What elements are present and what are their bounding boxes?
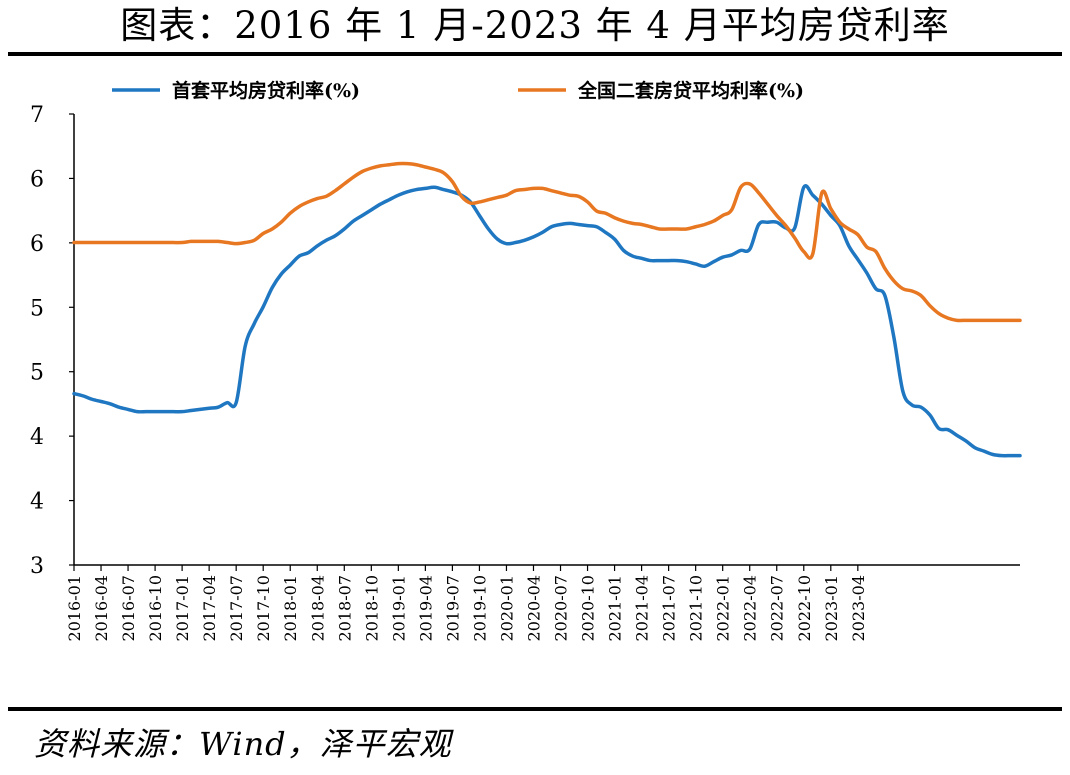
y-tick-label: 4 <box>30 425 44 450</box>
x-tick-label: 2021-07 <box>660 575 679 641</box>
x-tick-label: 2018-07 <box>335 575 354 641</box>
y-tick-label: 3 <box>30 554 44 579</box>
x-tick-label: 2018-01 <box>281 575 300 641</box>
title-divider <box>8 52 1062 56</box>
y-tick-label: 7 <box>30 103 44 128</box>
plot-area <box>72 161 1022 458</box>
y-tick-label: 4 <box>30 490 44 515</box>
x-tick-label: 2020-10 <box>579 575 598 641</box>
y-tick-label: 5 <box>30 361 44 386</box>
x-tick-label: 2017-10 <box>254 575 273 641</box>
x-tick-label: 2017-01 <box>173 575 192 641</box>
x-tick-label: 2016-07 <box>119 575 138 641</box>
x-tick-label: 2020-07 <box>552 575 571 641</box>
y-tick-label: 6 <box>30 232 44 257</box>
page-title: 图表：2016 年 1 月-2023 年 4 月平均房贷利率 <box>120 4 950 47</box>
x-tick-label: 2022-07 <box>768 575 787 641</box>
x-tick-label: 2022-01 <box>714 575 733 641</box>
source-note: 资料来源：Wind，泽平宏观 <box>34 725 452 763</box>
chart-axes: 3 4 4 5 5 6 6 7 2016-01 2016-04 2016-07 2016-10 2017… <box>30 103 1020 641</box>
chart-legend: 首套平均房贷利率(%) 全国二套房贷平均利率(%) <box>112 79 804 102</box>
x-tick-label: 2016-01 <box>65 575 84 641</box>
line-chart: 首套平均房贷利率(%) 全国二套房贷平均利率(%) 3 4 4 5 5 6 6 7 2016-0… <box>30 79 1022 641</box>
x-tick-label: 2016-04 <box>92 575 111 641</box>
x-tick-label: 2023-01 <box>822 575 841 641</box>
x-tick-label: 2017-04 <box>200 575 219 641</box>
x-tick-label: 2023-04 <box>849 575 868 641</box>
x-tick-label: 2019-10 <box>470 575 489 641</box>
x-tick-label: 2020-04 <box>524 575 543 641</box>
x-tick-label: 2019-07 <box>443 575 462 641</box>
x-tick-label: 2019-01 <box>389 575 408 641</box>
x-tick-label: 2021-10 <box>687 575 706 641</box>
x-tick-label: 2020-01 <box>497 575 516 641</box>
legend-label-second-home: 全国二套房贷平均利率(%) <box>577 79 804 102</box>
series-line-first-home <box>72 184 1022 458</box>
x-tick-label: 2021-01 <box>606 575 625 641</box>
x-tick-label: 2019-04 <box>416 575 435 641</box>
x-tick-label: 2016-10 <box>146 575 165 641</box>
x-tick-label: 2022-04 <box>741 575 760 641</box>
x-tick-label: 2017-07 <box>227 575 246 641</box>
x-tick-label: 2022-10 <box>795 575 814 641</box>
y-tick-label: 5 <box>30 296 44 321</box>
x-tick-label: 2021-04 <box>633 575 652 641</box>
series-line-second-home <box>72 161 1022 323</box>
legend-label-first-home: 首套平均房贷利率(%) <box>172 79 360 102</box>
x-tick-label: 2018-10 <box>362 575 381 641</box>
footer-divider <box>8 707 1062 711</box>
x-tick-label: 2018-04 <box>308 575 327 641</box>
y-tick-label: 6 <box>30 167 44 192</box>
